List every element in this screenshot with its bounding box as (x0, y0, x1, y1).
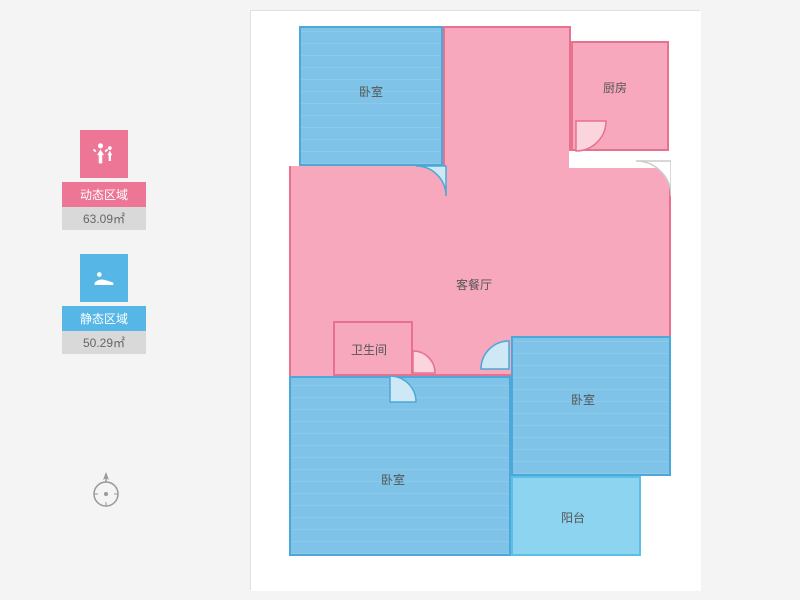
rest-icon (80, 254, 128, 302)
people-icon (80, 130, 128, 178)
room-bedroom-right-label: 卧室 (571, 391, 595, 408)
room-bedroom-bottom-label: 卧室 (381, 471, 405, 488)
room-kitchen (571, 41, 669, 151)
room-living-label: 客餐厅 (456, 276, 492, 293)
living-right-wall (569, 151, 671, 168)
compass-icon (90, 470, 122, 510)
room-bedroom-top-label: 卧室 (359, 83, 383, 100)
legend-dynamic: 动态区域 63.09㎡ (62, 130, 146, 230)
legend-dynamic-label: 动态区域 (62, 182, 146, 207)
floorplan: 客餐厅 卧室 厨房 卫生间 卧室 卧室 阳台 (250, 10, 700, 590)
room-balcony-label: 阳台 (561, 509, 585, 526)
legend: 动态区域 63.09㎡ 静态区域 50.29㎡ (62, 130, 146, 378)
outer-notch-left2 (251, 11, 289, 591)
outer-notch-bathroom (289, 321, 333, 376)
legend-static-label: 静态区域 (62, 306, 146, 331)
room-bedroom-bottom (289, 376, 511, 556)
room-bathroom-label: 卫生间 (351, 341, 387, 358)
outer-notch-bottom (251, 556, 701, 591)
room-kitchen-label: 厨房 (603, 79, 627, 96)
legend-static: 静态区域 50.29㎡ (62, 254, 146, 354)
seam-patch (445, 164, 569, 170)
legend-dynamic-value: 63.09㎡ (62, 207, 146, 230)
legend-static-value: 50.29㎡ (62, 331, 146, 354)
